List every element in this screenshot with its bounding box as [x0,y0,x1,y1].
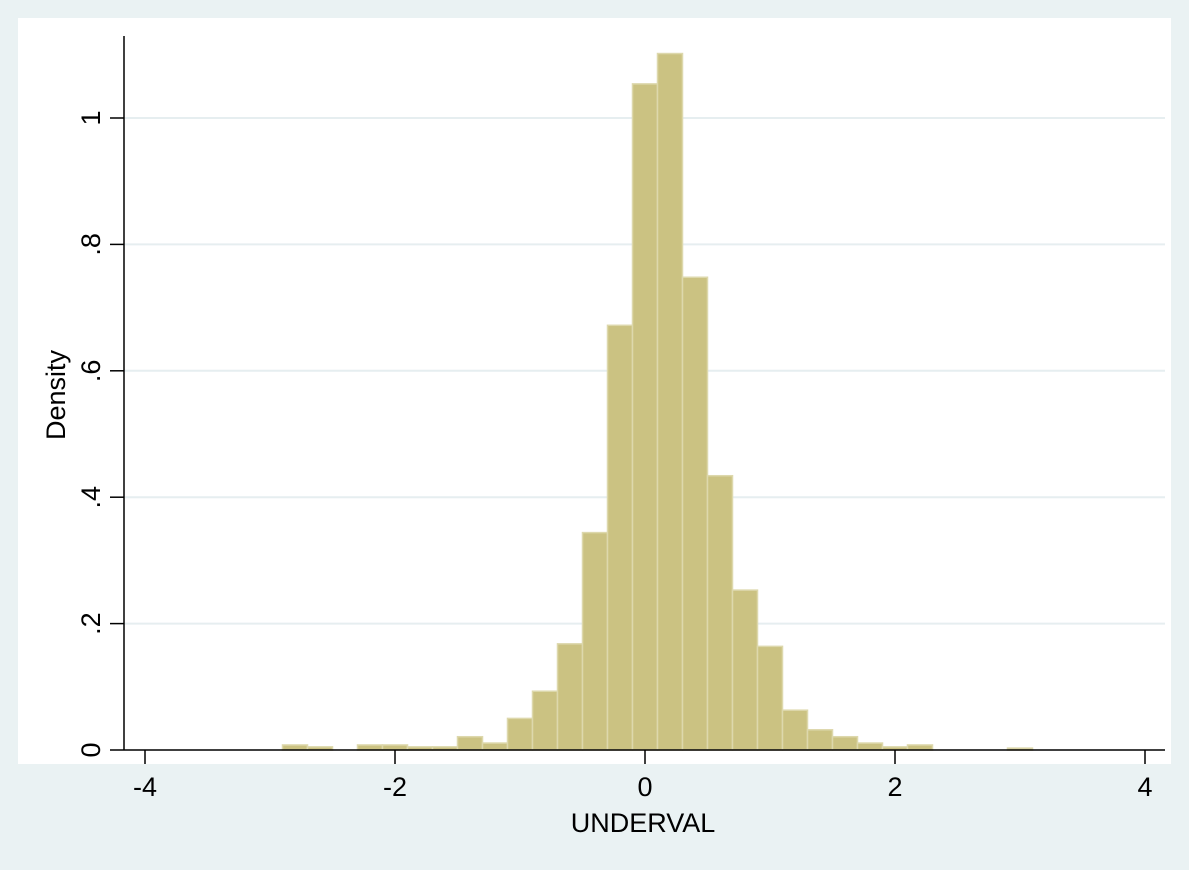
x-tick-label-0: -4 [133,772,157,802]
x-axis-ticks: -4 -2 0 2 4 [133,750,1153,802]
histogram-bar-14 [656,52,684,751]
histogram-bar-2 [356,744,384,751]
histogram-bar-20 [806,729,834,751]
histogram-bar-6 [456,735,484,751]
histogram-bar-16 [706,474,734,751]
x-tick-label-4: 4 [1137,772,1152,802]
histogram-bar-8 [506,717,534,751]
y-axis-ticks: 0 .2 .4 .6 .8 1 [76,110,124,758]
histogram-bar-18 [756,645,784,751]
histogram-bar-15 [681,276,709,751]
histogram-bar-11 [581,531,609,751]
y-tick-label-5: 1 [76,110,106,125]
y-tick-label-3: .6 [76,360,106,383]
x-tick-label-2: 0 [637,772,652,802]
x-tick-label-1: -2 [383,772,407,802]
histogram-bar-22 [856,742,884,751]
x-axis-label: UNDERVAL [571,808,716,838]
y-tick-label-0: 0 [76,742,106,757]
y-axis-label: Density [41,349,71,440]
y-tick-label-2: .4 [76,486,106,509]
histogram-bar-21 [831,735,859,751]
histogram-bar-0 [281,744,309,751]
histogram-bar-10 [556,643,584,751]
histogram-bar-9 [531,690,559,751]
histogram-bar-17 [731,589,759,751]
histogram-bar-24 [906,744,934,751]
histogram-bar-12 [606,324,634,751]
y-tick-label-1: .2 [76,612,106,635]
y-tick-label-4: .8 [76,233,106,256]
histogram-bar-7 [481,742,509,751]
x-tick-label-3: 2 [887,772,902,802]
histogram-bar-13 [631,83,659,751]
histogram-bar-19 [781,709,809,751]
histogram-bar-3 [381,744,409,751]
